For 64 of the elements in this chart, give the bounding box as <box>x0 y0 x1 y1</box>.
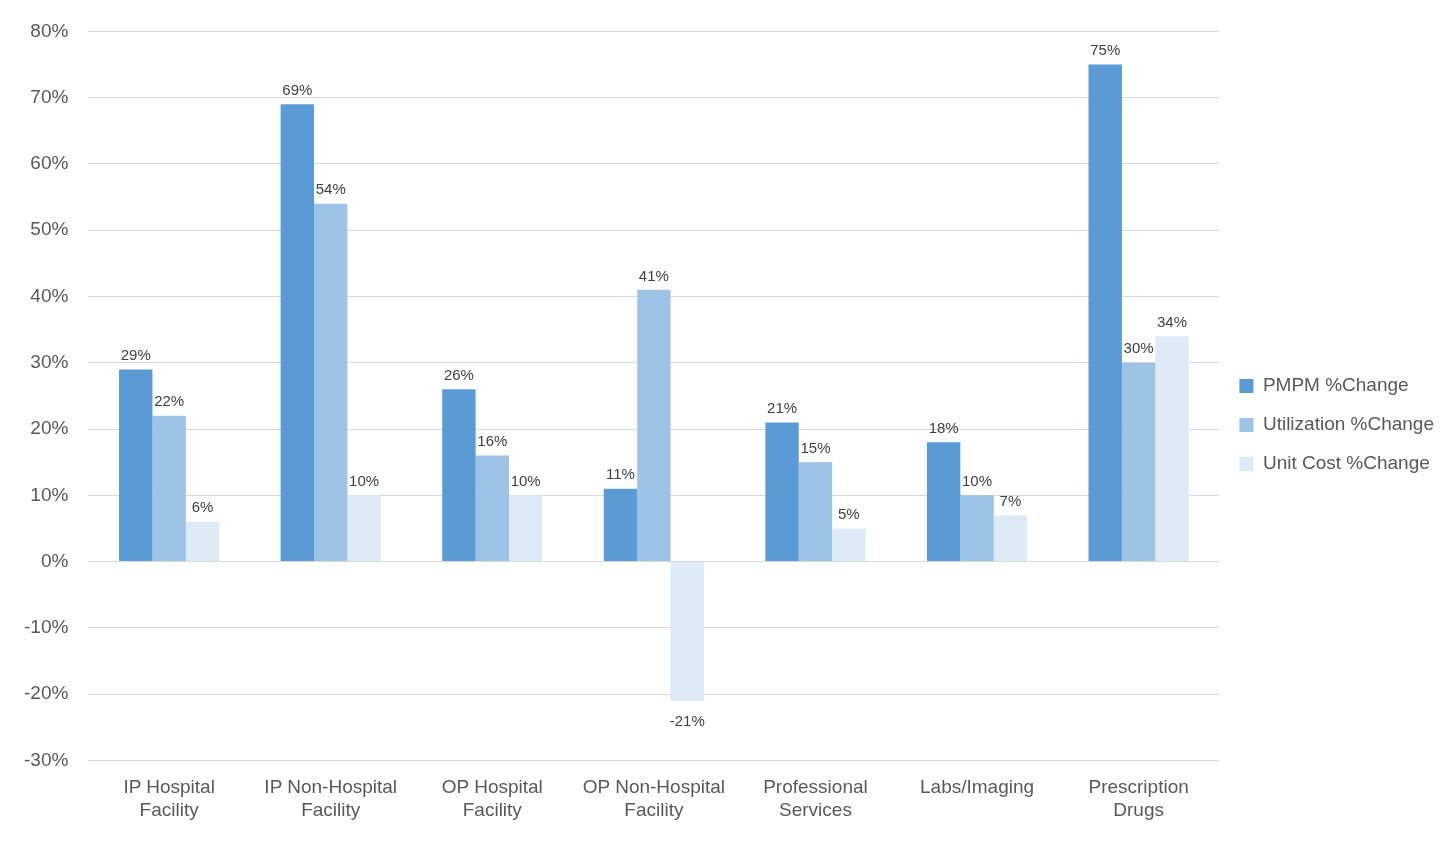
data-label: 6% <box>191 498 214 516</box>
y-tick-label: 60% <box>30 152 69 174</box>
x-tick-label: Labs/Imaging <box>920 776 1035 798</box>
bar <box>832 528 866 562</box>
y-tick-label: -10% <box>24 616 69 638</box>
bar <box>1121 362 1156 562</box>
bar <box>152 415 186 562</box>
y-tick-label: 40% <box>30 284 69 306</box>
bar <box>926 442 961 562</box>
bar <box>637 289 671 562</box>
data-label: 11% <box>606 465 635 483</box>
data-label: 30% <box>1123 339 1154 357</box>
x-tick-label: IP Non-Hospital Facility <box>264 776 398 820</box>
data-label: 21% <box>767 399 798 417</box>
y-tick-label: 50% <box>30 218 69 240</box>
bar <box>442 389 476 562</box>
bar <box>1155 336 1189 562</box>
y-tick-label: 80% <box>30 19 69 41</box>
data-label: 10% <box>962 471 993 489</box>
y-tick-label: 70% <box>30 85 69 107</box>
data-label: 10% <box>349 471 380 489</box>
data-label: 16% <box>477 432 508 450</box>
legend-label: Unit Cost %Change <box>1262 452 1430 474</box>
y-tick-label: 10% <box>30 483 69 505</box>
bar <box>509 495 543 562</box>
y-tick-label: 0% <box>40 549 69 571</box>
x-tick-label: OP Hospital Facility <box>441 776 543 820</box>
bar <box>603 488 638 562</box>
x-tick-label: OP Non-Hospital Facility <box>582 776 725 820</box>
data-label: 75% <box>1090 41 1121 59</box>
bar <box>1088 64 1122 562</box>
y-tick-label: 20% <box>30 417 69 439</box>
legend-label: Utilization %Change <box>1262 413 1434 435</box>
data-label: 54% <box>315 180 346 198</box>
data-label: 34% <box>1157 312 1188 330</box>
data-label: 10% <box>510 471 541 489</box>
bar <box>798 462 833 562</box>
data-label: 18% <box>928 418 959 436</box>
y-tick-label: 30% <box>30 351 69 372</box>
y-tick-label: -20% <box>24 682 69 704</box>
bar <box>670 562 704 701</box>
bar <box>993 515 1028 562</box>
bar <box>119 369 153 562</box>
x-tick-label: Professional Services <box>763 776 868 820</box>
data-label: -21% <box>669 712 705 730</box>
data-label: 26% <box>443 365 474 383</box>
legend-label: PMPM %Change <box>1262 374 1409 396</box>
data-label: 69% <box>282 80 313 98</box>
x-tick-label: Prescription Drugs <box>1088 776 1189 820</box>
y-tick-label: -30% <box>24 748 69 770</box>
data-label: 7% <box>999 491 1022 509</box>
data-label: 29% <box>120 346 151 364</box>
bar <box>475 455 509 562</box>
bar <box>960 495 994 562</box>
data-label: 5% <box>838 505 860 523</box>
data-label: 22% <box>154 392 185 410</box>
data-label: 15% <box>800 438 831 456</box>
bar <box>347 495 381 562</box>
bar <box>185 521 220 562</box>
bar <box>280 104 315 562</box>
bar <box>314 203 348 562</box>
data-label: 41% <box>638 266 669 284</box>
x-tick-label: IP Hospital Facility <box>123 776 215 820</box>
bar <box>765 422 799 562</box>
